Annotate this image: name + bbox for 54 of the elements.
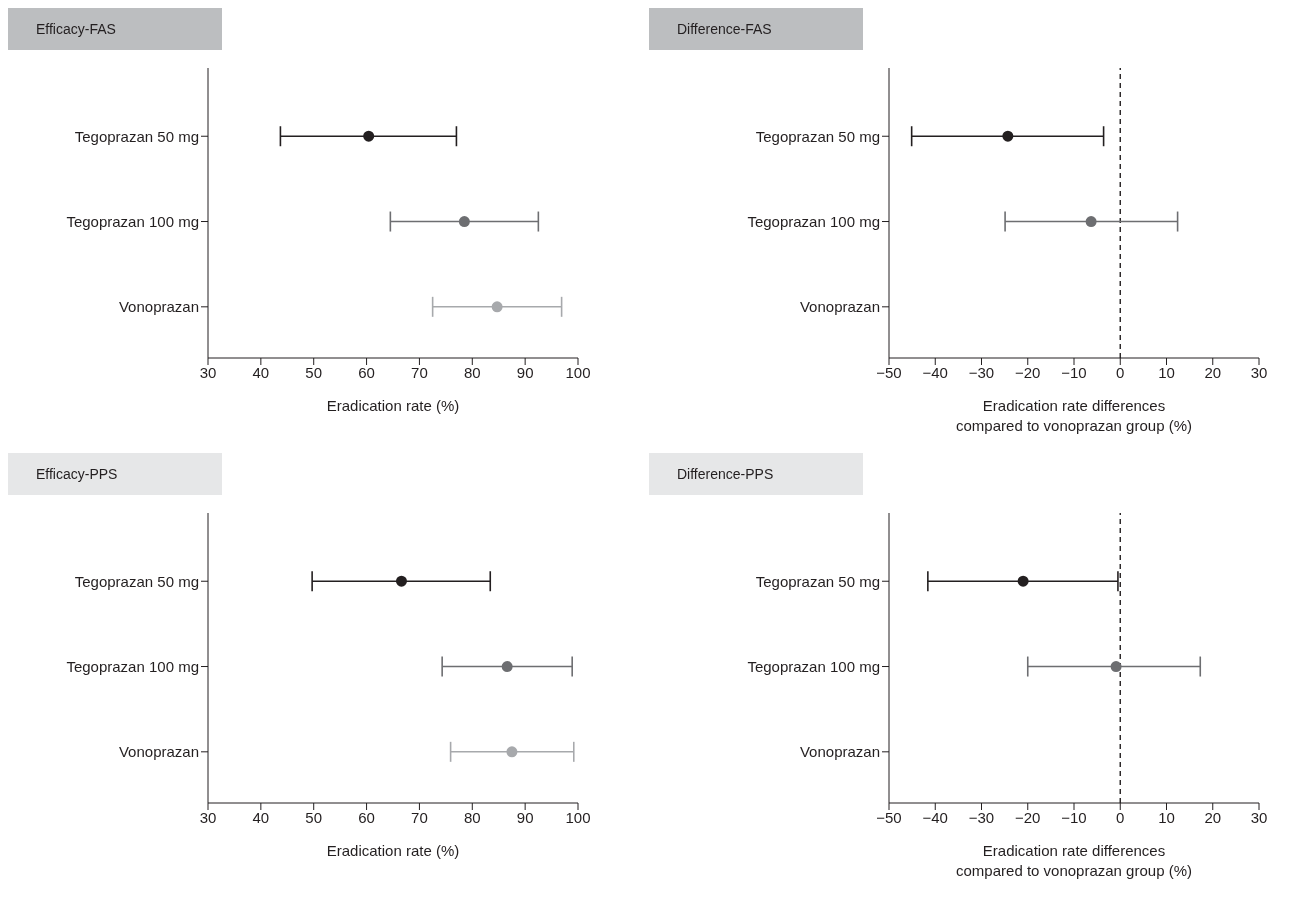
x-tick-label: 90 [516, 808, 534, 826]
x-tick-label: 50 [305, 363, 323, 381]
x-tick-label: 0 [1116, 363, 1125, 381]
x-axis-title: Eradication rate (%) [325, 841, 461, 861]
y-tick-label: Tegoprazan 100 mg [747, 657, 880, 675]
x-tick-label: −40 [922, 808, 948, 826]
text: Efficacy-FAS [8, 8, 222, 50]
x-tick-label: 100 [565, 363, 591, 381]
x-axis-title: Eradication rate differences compared to vonoprazan group (%) [955, 841, 1193, 881]
y-tick-label: Tegoprazan 100 mg [747, 212, 880, 230]
x-tick-label: 40 [252, 808, 270, 826]
x-tick-label: 30 [199, 363, 217, 381]
x-tick-label: 10 [1158, 363, 1175, 381]
x-tick-label: −40 [922, 363, 948, 381]
x-tick-label: −10 [1061, 808, 1087, 826]
x-tick-label: 40 [252, 363, 270, 381]
x-tick-label: 10 [1158, 808, 1175, 826]
y-tick-label: Vonoprazan [799, 743, 880, 761]
x-tick-label: 70 [411, 363, 428, 381]
x-tick-label: −30 [968, 808, 995, 826]
y-tick-label: Tegoprazan 50 mg [74, 572, 199, 590]
x-tick-label: 0 [1116, 808, 1125, 826]
x-axis-title: Eradication rate (%) [325, 396, 461, 416]
x-tick-label: −50 [876, 808, 902, 826]
x-tick-label: 30 [199, 808, 217, 826]
y-tick-label: Tegoprazan 50 mg [74, 127, 199, 145]
text: Efficacy-PPS [8, 453, 222, 495]
x-tick-label: 80 [463, 363, 481, 381]
x-tick-label: 50 [305, 808, 323, 826]
x-tick-label: 100 [565, 808, 591, 826]
x-tick-label: 20 [1204, 808, 1222, 826]
x-tick-label: 70 [411, 808, 428, 826]
text: Difference-FAS [649, 8, 863, 50]
x-tick-label: 30 [1250, 363, 1268, 381]
y-tick-label: Tegoprazan 50 mg [755, 127, 880, 145]
x-tick-label: 60 [358, 808, 375, 826]
y-tick-label: Vonoprazan [118, 298, 199, 316]
x-tick-label: 20 [1204, 363, 1222, 381]
x-tick-label: −30 [968, 363, 995, 381]
x-tick-label: 90 [516, 363, 534, 381]
y-tick-label: Tegoprazan 100 mg [66, 657, 199, 675]
x-tick-label: 30 [1250, 808, 1268, 826]
y-tick-label: Tegoprazan 100 mg [66, 212, 199, 230]
y-tick-label: Tegoprazan 50 mg [755, 572, 880, 590]
x-tick-label: 80 [463, 808, 481, 826]
x-tick-label: −10 [1061, 363, 1087, 381]
y-tick-label: Vonoprazan [118, 743, 199, 761]
x-tick-label: −50 [876, 363, 902, 381]
x-tick-label: −20 [1015, 363, 1041, 381]
x-tick-label: −20 [1015, 808, 1041, 826]
x-tick-label: 60 [358, 363, 375, 381]
x-axis-title: Eradication rate differences compared to vonoprazan group (%) [955, 396, 1193, 436]
text: Difference-PPS [649, 453, 863, 495]
y-tick-label: Vonoprazan [799, 298, 880, 316]
